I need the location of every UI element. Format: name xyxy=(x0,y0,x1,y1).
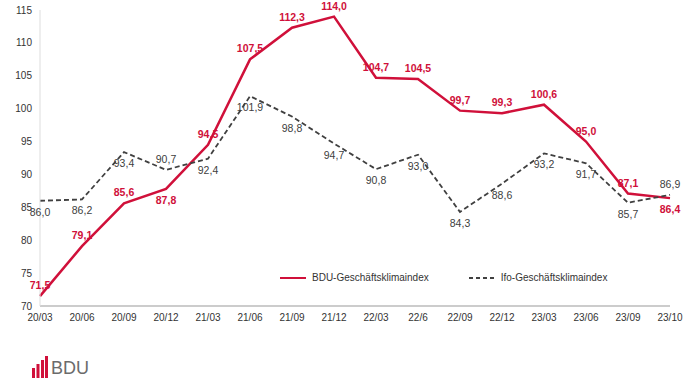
svg-text:85,6: 85,6 xyxy=(114,186,135,198)
svg-text:87,8: 87,8 xyxy=(156,194,177,206)
svg-text:85,7: 85,7 xyxy=(618,208,639,220)
svg-text:75: 75 xyxy=(21,268,33,279)
svg-text:101,9: 101,9 xyxy=(237,101,263,113)
svg-text:23/09: 23/09 xyxy=(615,312,640,323)
svg-text:93,2: 93,2 xyxy=(534,158,555,170)
svg-text:100,6: 100,6 xyxy=(531,88,557,100)
svg-text:22/03: 22/03 xyxy=(363,312,388,323)
svg-text:100: 100 xyxy=(15,103,32,114)
svg-text:21/09: 21/09 xyxy=(279,312,304,323)
svg-text:23/03: 23/03 xyxy=(531,312,556,323)
svg-text:22/09: 22/09 xyxy=(447,312,472,323)
svg-text:71,5: 71,5 xyxy=(30,279,51,291)
svg-text:70: 70 xyxy=(21,301,33,312)
svg-text:99,7: 99,7 xyxy=(450,94,471,106)
svg-text:91,7: 91,7 xyxy=(576,168,597,180)
svg-text:93,4: 93,4 xyxy=(114,157,135,169)
svg-text:85: 85 xyxy=(20,201,32,213)
svg-text:88,6: 88,6 xyxy=(492,189,513,201)
svg-text:92,4: 92,4 xyxy=(198,164,219,176)
svg-text:95: 95 xyxy=(21,136,33,147)
svg-text:115: 115 xyxy=(16,5,32,16)
svg-text:86,9: 86,9 xyxy=(660,178,681,190)
svg-text:90,7: 90,7 xyxy=(156,153,177,165)
svg-text:104,7: 104,7 xyxy=(363,61,389,73)
svg-text:107,5: 107,5 xyxy=(237,42,263,54)
svg-text:94,5: 94,5 xyxy=(198,128,219,140)
svg-text:80: 80 xyxy=(21,235,33,246)
svg-text:93,0: 93,0 xyxy=(408,160,429,172)
svg-text:21/06: 21/06 xyxy=(237,312,262,323)
svg-text:110: 110 xyxy=(16,37,32,48)
svg-text:20/09: 20/09 xyxy=(111,312,136,323)
svg-text:105: 105 xyxy=(15,70,32,81)
svg-text:22/6: 22/6 xyxy=(408,312,428,323)
svg-text:112,3: 112,3 xyxy=(279,11,305,23)
svg-text:98,8: 98,8 xyxy=(282,122,303,134)
html-text:Ifo-Geschäftsklimaindex: Ifo-Geschäftsklimaindex xyxy=(500,272,608,283)
svg-text:22/12: 22/12 xyxy=(489,312,514,323)
svg-text:79,1: 79,1 xyxy=(72,229,93,241)
svg-text:86,0: 86,0 xyxy=(30,206,51,218)
svg-text:90: 90 xyxy=(21,169,33,180)
html-text:BDU: BDU xyxy=(51,358,89,378)
svg-text:21/03: 21/03 xyxy=(195,312,220,323)
svg-text:20/03: 20/03 xyxy=(27,312,52,323)
svg-text:87,1: 87,1 xyxy=(618,177,639,189)
svg-text:94,7: 94,7 xyxy=(324,149,345,161)
svg-text:23/06: 23/06 xyxy=(573,312,598,323)
svg-text:86,4: 86,4 xyxy=(660,203,681,215)
svg-text:90,8: 90,8 xyxy=(366,174,387,186)
svg-text:21/12: 21/12 xyxy=(321,312,346,323)
svg-text:86,2: 86,2 xyxy=(72,204,93,216)
svg-text:114,0: 114,0 xyxy=(321,0,347,12)
svg-text:23/10: 23/10 xyxy=(657,312,682,323)
svg-text:104,5: 104,5 xyxy=(405,62,431,74)
svg-text:84,3: 84,3 xyxy=(450,217,471,229)
svg-text:95,0: 95,0 xyxy=(576,125,597,137)
svg-text:20/12: 20/12 xyxy=(153,312,178,323)
svg-text:20/06: 20/06 xyxy=(69,312,94,323)
html-text:BDU-Geschäftsklimaindex: BDU-Geschäftsklimaindex xyxy=(312,272,429,283)
svg-text:99,3: 99,3 xyxy=(492,96,513,108)
